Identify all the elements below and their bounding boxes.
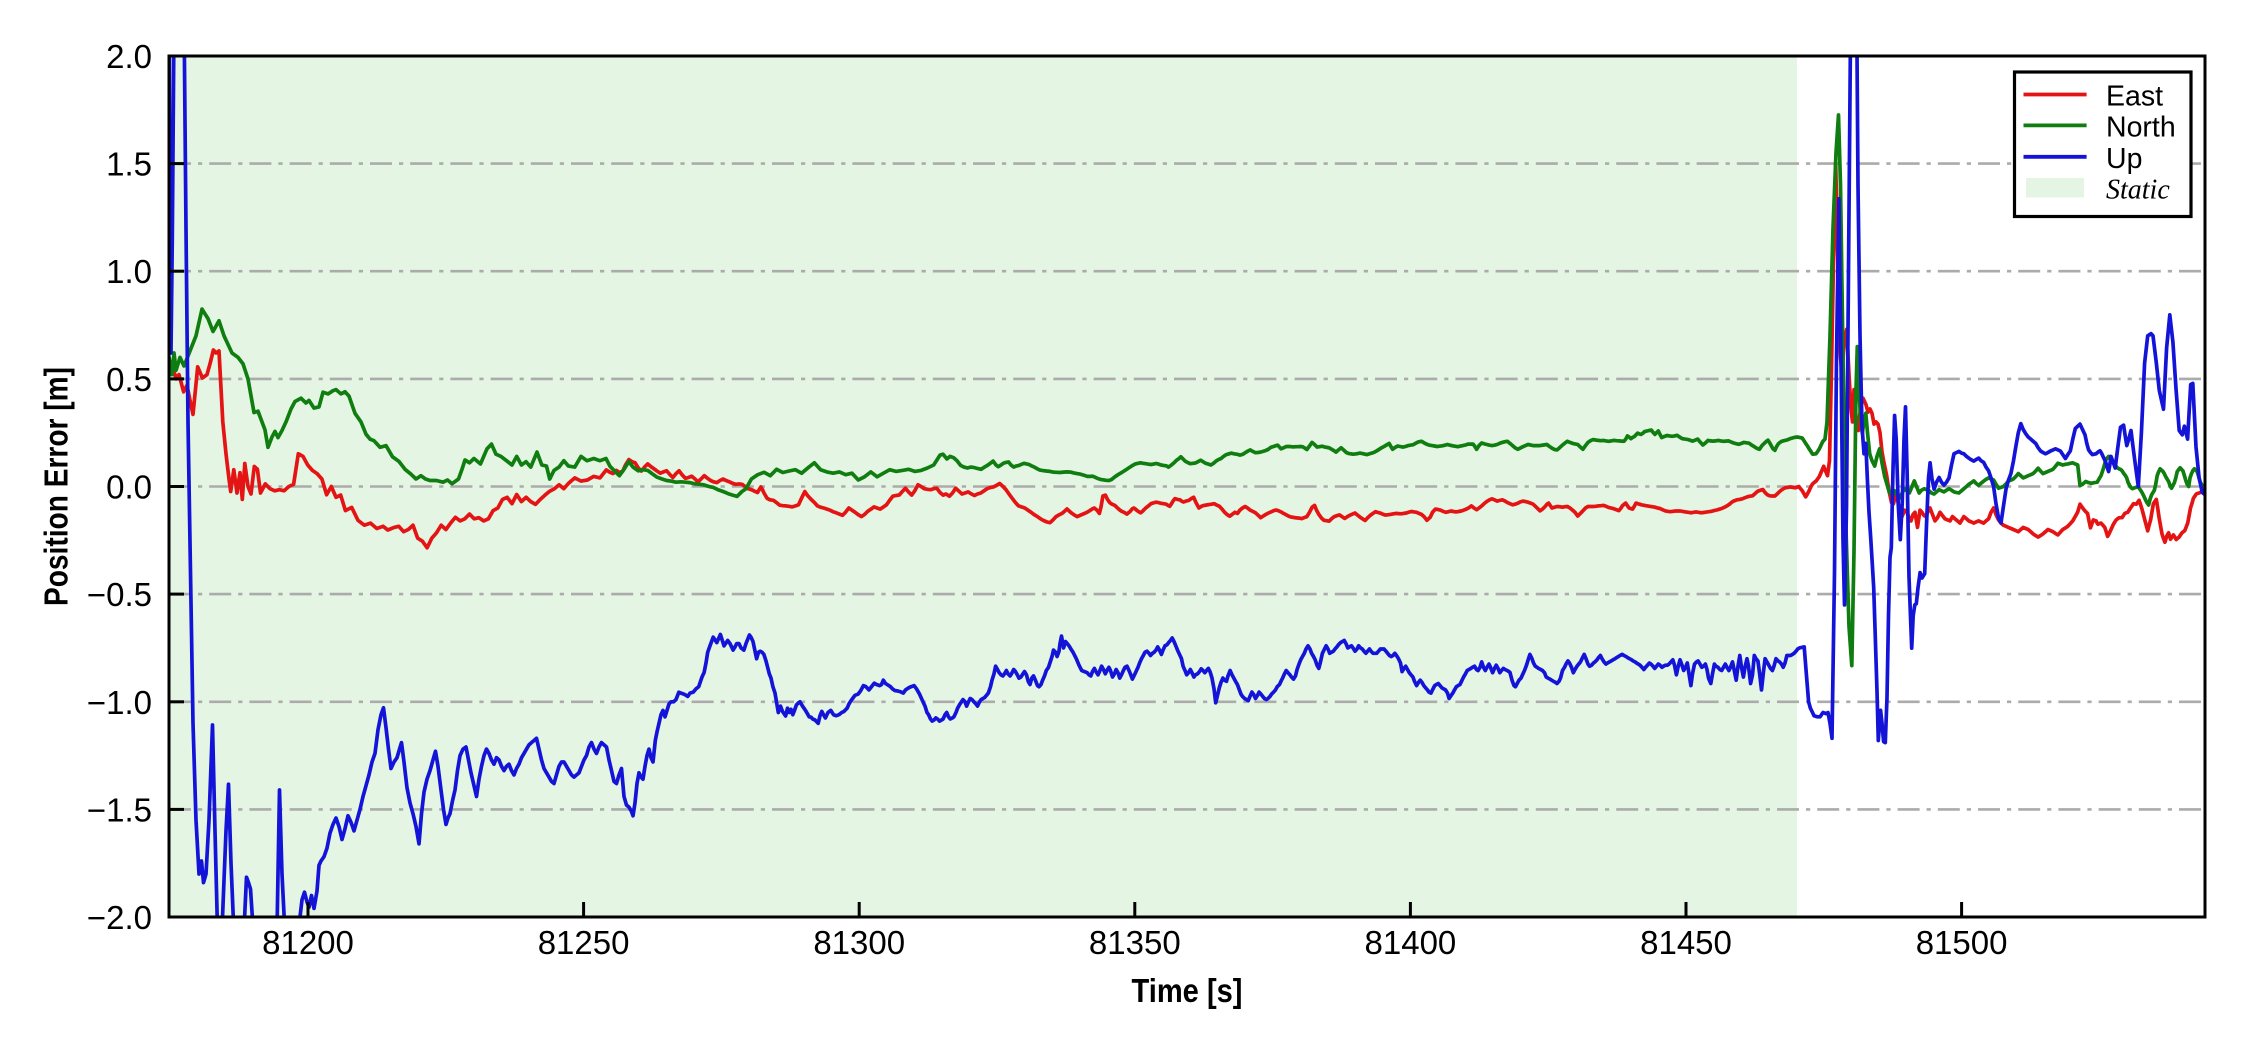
svg-text:2.0: 2.0 bbox=[106, 38, 152, 75]
svg-text:Position Error [m]: Position Error [m] bbox=[38, 367, 75, 606]
svg-text:Up: Up bbox=[2106, 143, 2142, 175]
svg-text:0.5: 0.5 bbox=[106, 361, 152, 398]
svg-text:81450: 81450 bbox=[1640, 924, 1732, 961]
svg-text:−2.0: −2.0 bbox=[87, 899, 152, 936]
svg-text:1.5: 1.5 bbox=[106, 146, 152, 183]
svg-text:North: North bbox=[2106, 111, 2176, 143]
svg-text:East: East bbox=[2106, 81, 2163, 113]
svg-text:0.0: 0.0 bbox=[106, 469, 152, 506]
svg-text:81200: 81200 bbox=[262, 924, 354, 961]
svg-text:81300: 81300 bbox=[813, 924, 905, 961]
svg-text:1.0: 1.0 bbox=[106, 253, 152, 290]
svg-text:Time [s]: Time [s] bbox=[1132, 972, 1243, 1009]
svg-text:−1.0: −1.0 bbox=[87, 684, 152, 721]
svg-text:−1.5: −1.5 bbox=[87, 791, 152, 828]
svg-text:81400: 81400 bbox=[1365, 924, 1457, 961]
svg-text:81250: 81250 bbox=[538, 924, 630, 961]
svg-text:−0.5: −0.5 bbox=[87, 576, 152, 613]
svg-text:81350: 81350 bbox=[1089, 924, 1181, 961]
svg-text:81500: 81500 bbox=[1916, 924, 2008, 961]
svg-text:Static: Static bbox=[2106, 175, 2170, 206]
